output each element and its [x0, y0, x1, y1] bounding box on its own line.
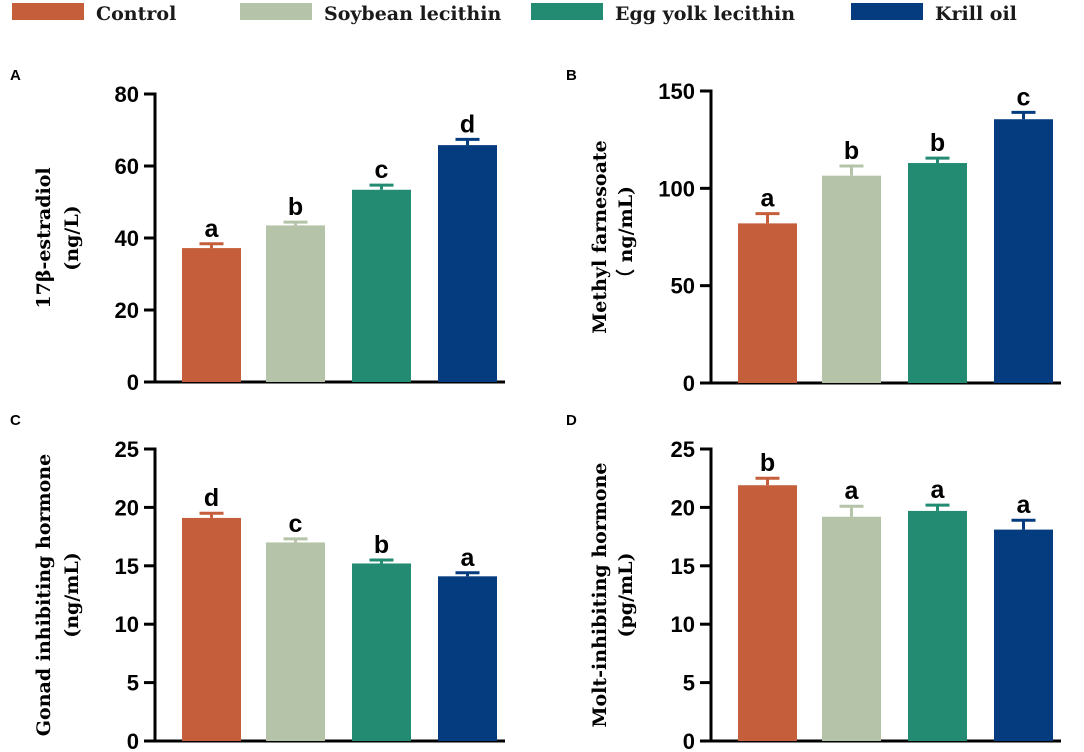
y-tick-label: 0 — [127, 370, 139, 395]
legend-label: Egg yolk lecithin — [615, 3, 795, 25]
legend-swatch — [240, 3, 312, 20]
y-tick-label: 80 — [115, 82, 139, 107]
y-tick-label: 0 — [683, 371, 695, 396]
legend-swatch — [851, 3, 923, 20]
y-axis-label: (ng/mL) — [61, 552, 83, 637]
y-tick-label: 5 — [127, 671, 139, 696]
y-tick-label: 10 — [115, 612, 139, 637]
panel-b: B Methyl farnesoate （ ng/mL) 0 50 100 150 a b b c — [566, 67, 1061, 396]
legend-item: Control — [12, 3, 176, 25]
y-tick-label: 20 — [115, 495, 139, 520]
significance-letter: b — [930, 129, 945, 157]
y-tick-label: 100 — [658, 176, 695, 201]
y-tick-label: 60 — [115, 154, 139, 179]
bar-soybean-lecithin — [266, 225, 325, 382]
significance-letter: b — [760, 449, 775, 477]
y-tick-label: 40 — [115, 226, 139, 251]
bar-krill-oil — [994, 119, 1053, 383]
legend-label: Soybean lecithin — [324, 3, 501, 25]
panel-a: A 17β-estradiol (ng/L) 0 20 40 60 80 a b c d — [10, 67, 505, 395]
y-tick-label: 25 — [115, 437, 139, 462]
bar-soybean-lecithin — [266, 542, 325, 741]
y-axis-label: Methyl farnesoate — [589, 140, 611, 334]
significance-letter: a — [761, 185, 776, 213]
bar-krill-oil — [438, 145, 497, 382]
significance-letter: c — [375, 156, 389, 184]
significance-letter: d — [460, 110, 475, 138]
y-axis-label: （ ng/mL) — [614, 186, 637, 288]
y-tick-label: 50 — [671, 274, 695, 299]
bar-egg-yolk-lecithin — [352, 563, 411, 741]
legend-label: Krill oil — [935, 3, 1017, 25]
panels: A 17β-estradiol (ng/L) 0 20 40 60 80 a b c d B Methyl… — [10, 67, 1061, 752]
y-tick-label: 5 — [683, 671, 695, 696]
y-axis-label: (pg/mL) — [615, 553, 637, 638]
legend-swatch — [12, 3, 84, 20]
panel-d: D Molt-inhibiting hormone (pg/mL) 0 5 10 15 20 2… — [566, 412, 1061, 752]
significance-letter: a — [931, 476, 946, 504]
bar-egg-yolk-lecithin — [352, 189, 411, 382]
bar-control — [738, 485, 797, 741]
y-axis-label: 17β-estradiol — [33, 167, 55, 308]
y-axis-label: Gonad inhibiting hormone — [33, 454, 55, 736]
y-tick-label: 20 — [115, 298, 139, 323]
bar-control — [182, 517, 241, 741]
y-tick-label: 15 — [115, 554, 139, 579]
significance-letter: a — [845, 477, 860, 505]
bar-egg-yolk-lecithin — [908, 163, 967, 383]
significance-letter: b — [844, 137, 859, 165]
y-tick-label: 0 — [683, 729, 695, 752]
panel-letter: D — [566, 412, 577, 429]
y-tick-label: 25 — [671, 437, 695, 462]
bar-soybean-lecithin — [822, 516, 881, 741]
y-tick-label: 150 — [658, 79, 695, 104]
significance-letter: b — [288, 193, 303, 221]
panel-c: C Gonad inhibiting hormone (ng/mL) 0 5 10 15 20… — [10, 412, 505, 752]
legend: Control Soybean lecithin Egg yolk lecithin… — [12, 3, 1017, 25]
significance-letter: a — [1017, 491, 1032, 519]
legend-label: Control — [96, 3, 176, 25]
bar-krill-oil — [994, 529, 1053, 741]
panel-letter: C — [10, 412, 21, 429]
bar-krill-oil — [438, 576, 497, 741]
y-tick-label: 20 — [671, 495, 695, 520]
y-axis-label: Molt-inhibiting hormone — [589, 462, 611, 727]
significance-letter: c — [289, 510, 303, 538]
bar-egg-yolk-lecithin — [908, 510, 967, 741]
y-tick-label: 10 — [671, 612, 695, 637]
significance-letter: d — [204, 484, 219, 512]
legend-item: Egg yolk lecithin — [531, 3, 795, 25]
legend-item: Soybean lecithin — [240, 3, 501, 25]
significance-letter: a — [205, 215, 220, 243]
y-tick-label: 15 — [671, 554, 695, 579]
bar-control — [738, 223, 797, 383]
significance-letter: a — [461, 544, 476, 572]
bar-control — [182, 248, 241, 382]
bar-soybean-lecithin — [822, 175, 881, 383]
legend-item: Krill oil — [851, 3, 1017, 25]
panel-letter: B — [566, 67, 577, 84]
significance-letter: b — [374, 531, 389, 559]
y-axis-label: (ng/L) — [61, 205, 83, 270]
panel-letter: A — [10, 67, 21, 84]
legend-swatch — [531, 3, 603, 20]
significance-letter: c — [1017, 83, 1031, 111]
y-tick-label: 0 — [127, 729, 139, 752]
